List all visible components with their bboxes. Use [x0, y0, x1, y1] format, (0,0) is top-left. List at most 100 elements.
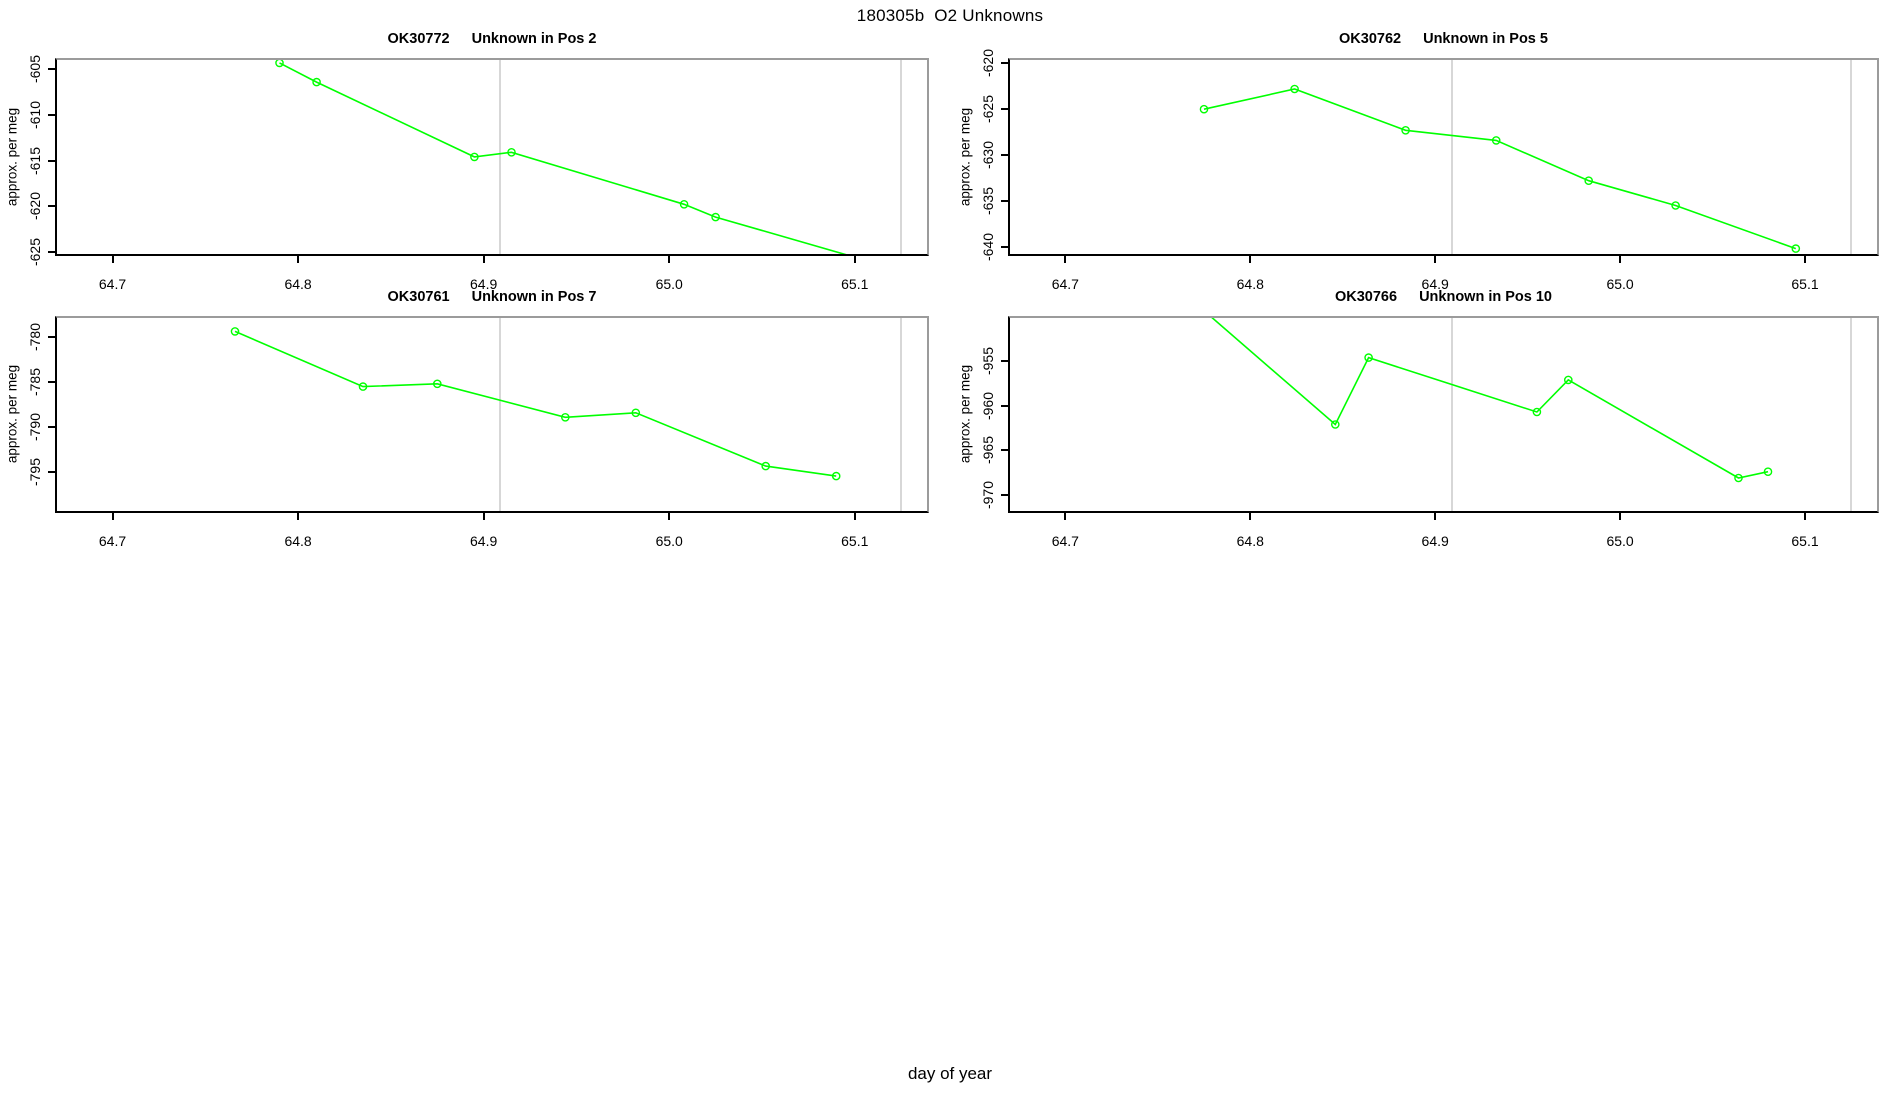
plot-frame: [55, 316, 929, 513]
data-point-marker: [560, 413, 570, 422]
x-axis-tick: [1249, 513, 1252, 520]
data-point-marker: [230, 327, 240, 336]
data-point-marker: [1564, 375, 1573, 385]
y-axis-tick-label: -605: [27, 55, 43, 84]
reference-vline: [1450, 58, 1453, 256]
reference-vline: [1850, 316, 1853, 513]
x-axis-label-day-of-year: day of year: [907, 1064, 993, 1083]
series-line-layer: [230, 327, 841, 481]
series-line-layer: [1208, 316, 1773, 483]
data-point-marker: [831, 471, 841, 481]
y-axis-tick-label: -630: [980, 141, 996, 170]
reference-vline: [1450, 316, 1453, 513]
y-axis-tick: [48, 205, 55, 208]
x-axis-tick: [853, 513, 856, 520]
x-axis-tick-label: 65.1: [1791, 276, 1819, 292]
series-line: [279, 62, 854, 256]
x-axis-tick-label: 64.9: [470, 533, 498, 549]
x-axis-tick: [1249, 256, 1252, 263]
reference-vline: [900, 316, 903, 513]
series-line: [1208, 316, 1769, 479]
data-point-marker: [1199, 104, 1209, 114]
x-axis-tick: [668, 256, 671, 263]
data-point-marker: [1364, 353, 1373, 362]
series-line-layer: [1199, 84, 1801, 253]
y-axis-tick: [1001, 493, 1008, 496]
y-axis-title: approx. per meg: [957, 107, 973, 207]
data-point-marker: [631, 408, 641, 418]
plot-frame: [1008, 316, 1879, 513]
x-axis-tick-label: 64.8: [284, 533, 312, 549]
y-axis-tick: [48, 471, 55, 474]
x-axis-tick-label: 64.8: [1236, 276, 1264, 292]
x-axis-tick: [1434, 513, 1437, 520]
x-axis-tick-label: 65.0: [1606, 533, 1634, 549]
figure-title: 180305b O2 Unknowns: [856, 6, 1044, 25]
x-axis-tick-label: 64.7: [1051, 276, 1079, 292]
data-point-marker: [1532, 407, 1542, 417]
series-line: [234, 330, 837, 477]
data-point-marker: [1401, 126, 1410, 135]
x-axis-tick-label: 65.1: [841, 533, 869, 549]
data-point-marker: [1584, 176, 1594, 185]
y-axis-tick: [48, 381, 55, 384]
y-axis-tick-label: -610: [27, 100, 43, 129]
x-axis-tick: [668, 513, 671, 520]
x-axis-tick-label: 65.1: [841, 276, 869, 292]
y-axis-tick-label: -965: [980, 436, 996, 465]
x-axis-tick: [482, 256, 485, 263]
sample-id: OK30762: [1339, 31, 1402, 47]
y-axis-tick: [48, 250, 55, 253]
x-axis-tick: [297, 256, 300, 263]
y-axis-title: approx. per meg: [4, 107, 20, 207]
y-axis-tick: [1001, 199, 1008, 202]
data-point-marker: [1791, 244, 1801, 253]
y-axis-tick: [1001, 449, 1008, 452]
sample-id: OK30766: [1334, 289, 1398, 305]
data-point-marker: [470, 152, 479, 162]
y-axis-tick-label: -960: [980, 391, 996, 420]
plot-title: OK30772 Unknown in Pos 2: [55, 31, 929, 47]
x-axis-tick-label: 64.8: [1236, 533, 1264, 549]
y-axis-tick: [48, 68, 55, 71]
y-axis-tick-label: -615: [27, 146, 43, 175]
x-axis-tick: [111, 513, 114, 520]
x-axis-tick: [111, 256, 114, 263]
x-axis-tick-label: 65.0: [655, 533, 683, 549]
sample-desc: Unknown in Pos 10: [1419, 289, 1552, 305]
x-axis-tick: [482, 513, 485, 520]
reference-vline: [900, 58, 903, 256]
x-axis-tick-label: 64.9: [470, 276, 498, 292]
y-axis-tick-label: -790: [27, 413, 43, 442]
data-point-marker: [358, 382, 368, 391]
x-axis-tick-label: 65.1: [1791, 533, 1819, 549]
y-axis-tick-label: -640: [980, 232, 996, 261]
sample-desc: Unknown in Pos 2: [471, 31, 597, 47]
y-axis-tick-label: -780: [27, 322, 43, 351]
y-axis-tick-label: -970: [980, 480, 996, 509]
x-axis-tick: [1434, 256, 1437, 263]
y-axis-tick: [1001, 404, 1008, 407]
sample-desc: Unknown in Pos 7: [471, 289, 597, 305]
data-point-marker: [1671, 201, 1680, 210]
data-point-marker: [711, 212, 720, 222]
x-axis-tick-label: 64.7: [98, 533, 127, 549]
y-axis-tick-label: -785: [27, 368, 43, 397]
y-axis-tick-label: -955: [980, 347, 996, 376]
y-axis-title: approx. per meg: [4, 364, 20, 464]
plot-ok30761-pos7: OK30761 Unknown in Pos 7 approx. per meg …: [5, 289, 929, 549]
plot-ok30766-pos10: OK30766 Unknown in Pos 10 approx. per meg…: [958, 289, 1879, 549]
y-axis-tick: [1001, 62, 1008, 65]
plot-ok30762-pos5: OK30762 Unknown in Pos 5 approx. per meg …: [958, 31, 1879, 292]
x-axis-tick: [1619, 513, 1622, 520]
sample-id: OK30772: [387, 31, 450, 47]
x-axis-tick: [297, 513, 300, 520]
reference-vline: [499, 58, 502, 256]
x-axis-tick-label: 64.8: [284, 276, 312, 292]
y-axis-tick-label: -795: [27, 458, 43, 487]
x-axis-tick: [1064, 256, 1067, 263]
plot-title: OK30762 Unknown in Pos 5: [1008, 31, 1879, 47]
sample-id: OK30761: [387, 289, 450, 305]
data-point-marker: [1734, 473, 1743, 483]
x-axis-tick-label: 64.9: [1421, 533, 1449, 549]
